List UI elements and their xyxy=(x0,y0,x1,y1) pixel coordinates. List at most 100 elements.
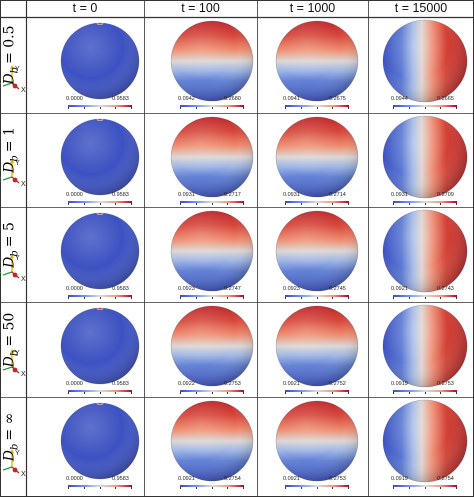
colorbar-tick xyxy=(393,297,394,299)
row-label: Db = 5 xyxy=(0,207,22,282)
colorbar-min-label: 0.0931 xyxy=(391,192,408,198)
row-label: Db = 0.5 xyxy=(0,17,22,93)
colorbar-tick xyxy=(285,487,286,489)
colorbar-tick xyxy=(332,297,333,299)
orientation-axes-icon: Y Z X xyxy=(0,159,26,188)
row-label-text: Db = 0.5 xyxy=(2,25,21,84)
colorbar-tick xyxy=(196,392,197,394)
colorbar-tick xyxy=(285,203,286,205)
colorbar-max-label: 0.2753 xyxy=(329,476,346,482)
colorbar-tick xyxy=(100,297,101,299)
colorbar xyxy=(393,295,457,297)
colorbar-min-label: 0.0919 xyxy=(391,381,408,387)
colorbar-max-label: 0.2743 xyxy=(437,286,454,292)
colorbar xyxy=(285,105,349,107)
colorbar-tick xyxy=(301,487,302,489)
colorbar-tick xyxy=(100,392,101,394)
row-label-value: = 1 xyxy=(1,127,18,153)
column-header: t = 15000 xyxy=(394,1,448,15)
sphere-plot xyxy=(275,116,359,198)
colorbar-tick xyxy=(285,392,286,394)
axis-y-label: Y xyxy=(15,350,20,357)
row-label-text: Db = 1 xyxy=(2,127,21,173)
axis-z-label: Z xyxy=(0,467,2,474)
colorbar-tick xyxy=(332,392,333,394)
colorbar-tick xyxy=(131,297,132,299)
colorbar xyxy=(180,390,244,392)
colorbar-max-label: 0.2665 xyxy=(437,96,454,102)
colorbar-tick xyxy=(348,392,349,394)
colorbar-tick xyxy=(227,487,228,489)
colorbar-min-label: 0.0922 xyxy=(178,381,195,387)
colorbar xyxy=(68,390,132,392)
colorbar-tick xyxy=(68,487,69,489)
colorbar-tick xyxy=(212,297,213,299)
colorbar-tick xyxy=(212,203,213,205)
colorbar-min-label: 0.0921 xyxy=(391,286,408,292)
colorbar-max-label: 0.2709 xyxy=(437,192,454,198)
colorbar-tick xyxy=(301,203,302,205)
colorbar-tick xyxy=(131,487,132,489)
colorbar-max-label: 0.2754 xyxy=(437,476,454,482)
colorbar-max-label: 0.2753 xyxy=(437,381,454,387)
sphere-plot xyxy=(170,210,254,292)
colorbar-tick xyxy=(212,107,213,109)
colorbar-tick xyxy=(68,392,69,394)
colorbar-min-label: 0.0923 xyxy=(283,286,300,292)
colorbar-min-label: 0.0931 xyxy=(178,192,195,198)
row-label: Db = 1 xyxy=(0,113,22,187)
colorbar-tick xyxy=(393,487,394,489)
colorbar-max-label: 0.9583 xyxy=(112,96,129,102)
colorbar-tick xyxy=(393,203,394,205)
colorbar-tick xyxy=(100,203,101,205)
colorbar-min-label: 0.0944 xyxy=(391,96,408,102)
colorbar-tick xyxy=(84,107,85,109)
colorbar xyxy=(393,201,457,203)
colorbar-tick xyxy=(440,392,441,394)
colorbar-tick xyxy=(456,392,457,394)
colorbar-min-label: 0.0921 xyxy=(178,476,195,482)
sphere-plot xyxy=(382,399,468,483)
colorbar xyxy=(180,201,244,203)
colorbar-max-label: 0.9583 xyxy=(112,381,129,387)
row-label-text: Db = 50 xyxy=(2,312,21,367)
sphere-plot xyxy=(382,209,468,293)
axis-y-label: Y xyxy=(15,160,20,167)
colorbar-tick xyxy=(227,392,228,394)
axis-z-label: Z xyxy=(0,83,2,90)
row-label-symbol: D xyxy=(1,256,18,268)
orientation-axes-icon: Y Z X xyxy=(0,65,26,94)
colorbar-tick xyxy=(180,487,181,489)
colorbar-tick xyxy=(440,107,441,109)
colorbar-tick xyxy=(332,487,333,489)
colorbar-tick xyxy=(393,392,394,394)
row-label-subscript: b xyxy=(9,249,21,257)
column-header: t = 0 xyxy=(72,1,98,15)
colorbar-tick xyxy=(84,203,85,205)
colorbar-tick xyxy=(115,203,116,205)
colorbar xyxy=(68,485,132,487)
colorbar-tick xyxy=(301,107,302,109)
colorbar-max-label: 0.2680 xyxy=(224,96,241,102)
colorbar-tick xyxy=(409,297,410,299)
axis-z-label: Z xyxy=(0,367,2,374)
colorbar-tick xyxy=(348,203,349,205)
colorbar-tick xyxy=(409,107,410,109)
row-label: Db = ∞ xyxy=(0,397,22,477)
colorbar-max-label: 0.9583 xyxy=(112,476,129,482)
row-label-value: = ∞ xyxy=(1,412,18,441)
colorbar-min-label: 0.0919 xyxy=(391,476,408,482)
colorbar-tick xyxy=(115,107,116,109)
colorbar xyxy=(68,201,132,203)
colorbar-tick xyxy=(285,107,286,109)
colorbar-tick xyxy=(425,487,426,489)
axis-y-label: Y xyxy=(15,255,20,262)
colorbar-tick xyxy=(243,392,244,394)
colorbar xyxy=(285,390,349,392)
sphere-plot xyxy=(275,210,359,292)
colorbar xyxy=(180,295,244,297)
colorbar-tick xyxy=(285,297,286,299)
colorbar-tick xyxy=(212,487,213,489)
